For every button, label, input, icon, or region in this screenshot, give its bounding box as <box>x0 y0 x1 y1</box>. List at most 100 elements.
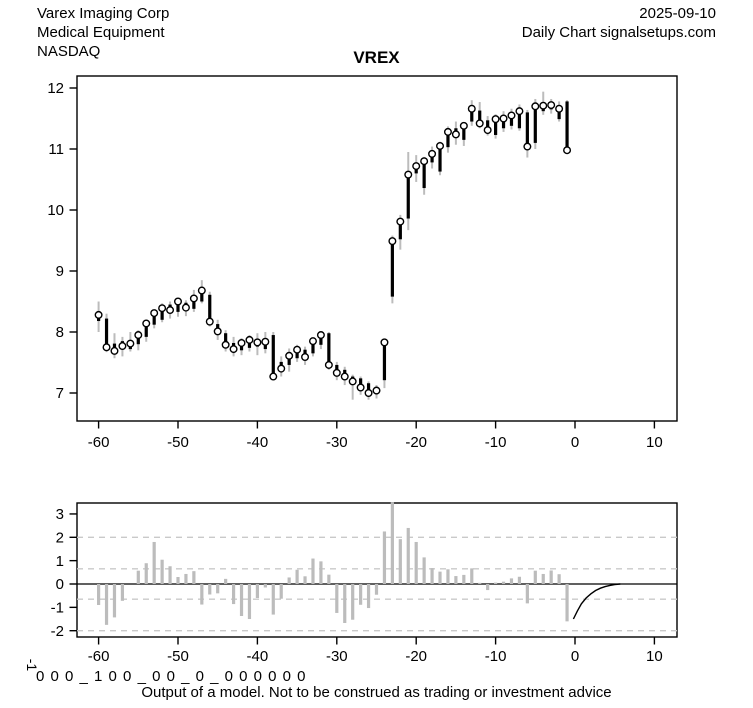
close-marker <box>531 102 540 111</box>
close-marker <box>563 146 572 155</box>
chart-source: Daily Chart signalsetups.com <box>521 24 716 41</box>
x-tick-label: -30 <box>326 434 348 451</box>
close-marker <box>364 389 373 398</box>
x-tick-label: -10 <box>485 648 507 665</box>
y-tick-label: -1 <box>51 600 64 617</box>
close-marker <box>197 286 206 295</box>
close-marker <box>261 337 270 346</box>
close-marker <box>483 126 492 135</box>
close-marker <box>277 364 286 373</box>
y-tick-label: 8 <box>56 324 64 341</box>
close-marker <box>475 119 484 128</box>
close-marker <box>451 130 460 139</box>
x-tick-label: -60 <box>88 648 110 665</box>
x-tick-label: -50 <box>167 434 189 451</box>
y-tick-label: 3 <box>56 506 64 523</box>
x-tick-label: -10 <box>485 434 507 451</box>
forecast-curve <box>572 583 621 620</box>
close-marker <box>539 101 548 110</box>
close-marker <box>396 217 405 226</box>
x-tick-label: -40 <box>247 648 269 665</box>
close-marker <box>340 372 349 381</box>
chart-title: VREX <box>353 48 400 67</box>
close-marker <box>332 368 341 377</box>
y-tick-label: 2 <box>56 530 64 547</box>
close-marker <box>237 338 246 347</box>
close-marker <box>507 111 516 120</box>
close-marker <box>380 338 389 347</box>
close-marker <box>428 149 437 158</box>
close-marker <box>356 383 365 392</box>
close-marker <box>293 345 302 354</box>
close-marker <box>388 237 397 246</box>
close-marker <box>142 319 151 328</box>
close-marker <box>316 331 325 340</box>
close-marker <box>221 340 230 349</box>
x-tick-label: -30 <box>326 648 348 665</box>
close-marker <box>245 335 254 344</box>
close-marker <box>324 360 333 369</box>
close-marker <box>110 346 119 355</box>
y-tick-label: 11 <box>48 141 64 158</box>
price-panel-frame <box>76 75 678 422</box>
industry-name: Medical Equipment <box>37 24 165 41</box>
chart-date: 2025-09-10 <box>639 5 716 22</box>
x-tick-label: 10 <box>646 434 663 451</box>
y-tick-label: -2 <box>51 623 64 640</box>
exchange-name: NASDAQ <box>37 43 101 60</box>
close-marker <box>173 297 182 306</box>
close-marker <box>404 170 413 179</box>
close-marker <box>229 345 238 354</box>
close-marker <box>94 310 103 319</box>
close-marker <box>523 142 532 151</box>
close-marker <box>269 372 278 381</box>
close-marker <box>205 317 214 326</box>
close-marker <box>150 309 159 318</box>
y-tick-label: 7 <box>56 385 64 402</box>
close-marker <box>126 339 135 348</box>
model-signal-string: 0 0 0 _ 1 0 0 _ 0 0 _ 0 _ 0 0 0 0 0 0 <box>36 668 307 685</box>
y-tick-label: 0 <box>56 576 64 593</box>
close-marker <box>301 353 310 362</box>
close-marker <box>467 104 476 113</box>
close-marker <box>134 331 143 340</box>
close-marker <box>459 121 468 130</box>
close-marker <box>118 342 127 351</box>
y-tick-label: 9 <box>56 263 64 280</box>
close-marker <box>348 377 357 386</box>
close-marker <box>102 343 111 352</box>
close-marker <box>443 127 452 136</box>
close-marker <box>555 104 564 113</box>
close-marker <box>412 162 421 171</box>
close-marker <box>308 337 317 346</box>
close-marker <box>285 351 294 360</box>
close-marker <box>158 304 167 313</box>
close-marker <box>213 327 222 336</box>
disclaimer-text: Output of a model. Not to be construed a… <box>141 684 612 701</box>
close-marker <box>372 386 381 395</box>
close-marker <box>253 338 262 347</box>
close-marker <box>436 141 445 150</box>
x-tick-label: -20 <box>405 434 427 451</box>
indicator-panel-frame <box>76 502 678 638</box>
close-marker <box>420 157 429 166</box>
y-tick-label: 10 <box>47 202 64 219</box>
x-tick-label: 10 <box>646 648 663 665</box>
close-marker <box>499 114 508 123</box>
x-tick-label: 0 <box>571 648 579 665</box>
x-tick-label: -20 <box>405 648 427 665</box>
close-marker <box>189 294 198 303</box>
close-marker <box>166 306 175 315</box>
x-tick-label: -40 <box>247 434 269 451</box>
close-marker <box>491 115 500 124</box>
y-tick-label: 12 <box>47 80 64 97</box>
x-tick-label: -50 <box>167 648 189 665</box>
x-tick-label: 0 <box>571 434 579 451</box>
close-marker <box>181 303 190 312</box>
close-marker <box>547 101 556 110</box>
y-tick-label: 1 <box>56 553 64 570</box>
close-marker <box>515 107 524 116</box>
company-name: Varex Imaging Corp <box>37 5 170 22</box>
x-tick-label: -60 <box>88 434 110 451</box>
